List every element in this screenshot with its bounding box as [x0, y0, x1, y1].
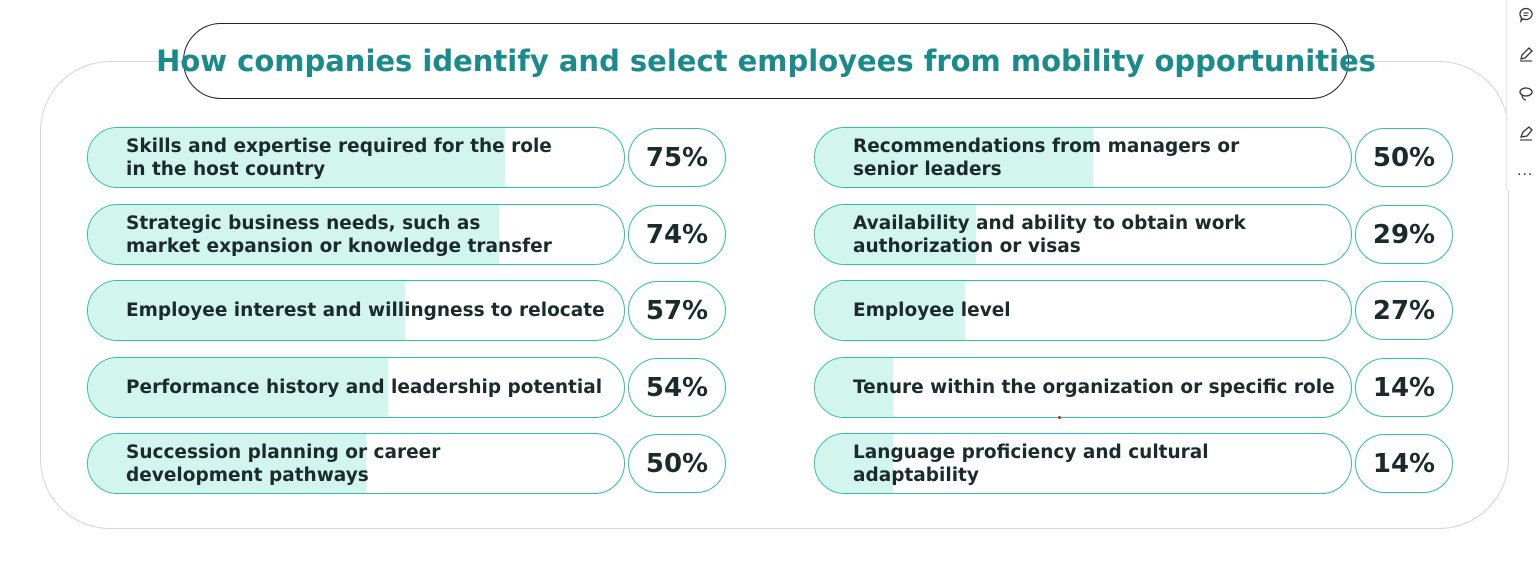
bar-label: Strategic business needs, such as market … [126, 205, 612, 264]
bar-label-line: Language proficiency and cultural adapta… [853, 441, 1209, 486]
bar-track: Skills and expertise required for the ro… [87, 127, 625, 188]
bar-track: Tenure within the organization or specif… [814, 357, 1352, 418]
bar-fill [815, 434, 893, 493]
bar-label-line: Succession planning or career [126, 441, 441, 463]
bar-label: Succession planning or career development… [126, 434, 612, 493]
bar-label-line: market expansion or knowledge transfer [126, 235, 552, 257]
bar-label: Skills and expertise required for the ro… [126, 128, 612, 187]
bar-value-label: 50% [628, 434, 726, 493]
bar-fill [88, 358, 389, 417]
bar-label-line: development pathways [126, 464, 369, 486]
bar-value-label: 14% [1355, 434, 1453, 493]
bar-label-line: Employee interest and willingness to rel… [126, 300, 605, 321]
bar-track: Recommendations from managers or senior l… [814, 127, 1352, 188]
chart-title: How companies identify and select employ… [156, 44, 1376, 78]
pen-icon[interactable] [1517, 45, 1535, 63]
bar-label: Employee level [853, 281, 1339, 340]
bar-fill [815, 358, 893, 417]
bar-label-line: senior leaders [853, 158, 1002, 180]
bar-label: Availability and ability to obtain work a… [853, 205, 1339, 264]
bar-label-line: Employee level [853, 300, 1011, 321]
bar-value-label: 29% [1355, 205, 1453, 264]
bar-fill [88, 205, 500, 264]
bar-track: Succession planning or career development… [87, 433, 625, 494]
comment-icon[interactable] [1517, 6, 1535, 24]
bar-fill [815, 205, 977, 264]
bar-label: Employee interest and willingness to rel… [126, 281, 612, 340]
bar-fill [815, 128, 1093, 187]
bar-track: Performance history and leadership poten… [87, 357, 625, 418]
cursor-dot [1058, 416, 1061, 419]
bar-value-label: 14% [1355, 358, 1453, 417]
bar-track: Employee interest and willingness to rel… [87, 280, 625, 341]
bar-label-line: Performance history and leadership poten… [126, 377, 603, 398]
bar-value-label: 54% [628, 358, 726, 417]
more-tools[interactable]: ... [1517, 163, 1534, 179]
bar-label: Language proficiency and cultural adapta… [853, 434, 1339, 493]
bar-label-line: Strategic business needs, such as [126, 212, 481, 234]
bar-fill [88, 434, 366, 493]
bar-track: Employee level [814, 280, 1352, 341]
bar-track: Strategic business needs, such as market … [87, 204, 625, 265]
highlighter-icon[interactable] [1517, 124, 1535, 142]
bar-track: Language proficiency and cultural adapta… [814, 433, 1352, 494]
bar-label-line: Skills and expertise required for the ro… [126, 135, 552, 157]
bar-fill [88, 128, 505, 187]
lasso-icon[interactable] [1517, 85, 1535, 103]
bar-label-line: Recommendations from managers or [853, 135, 1240, 157]
side-toolbar: ... [1506, 0, 1539, 190]
bar-label-line: in the host country [126, 158, 326, 180]
bar-value-label: 75% [628, 128, 726, 187]
bar-value-label: 27% [1355, 281, 1453, 340]
bar-value-label: 74% [628, 205, 726, 264]
bar-fill [815, 281, 966, 340]
bar-value-label: 50% [1355, 128, 1453, 187]
bar-value-label: 57% [628, 281, 726, 340]
bar-label-line: authorization or visas [853, 235, 1081, 257]
chart-title-pill: How companies identify and select employ… [156, 23, 1376, 99]
bar-fill [88, 281, 405, 340]
bar-label: Recommendations from managers or senior l… [853, 128, 1339, 187]
bar-label: Performance history and leadership poten… [126, 358, 612, 417]
bar-label: Tenure within the organization or specif… [853, 358, 1339, 417]
bar-label-line: Tenure within the organization or specif… [853, 377, 1335, 398]
bar-label-line: Availability and ability to obtain work [853, 212, 1246, 234]
bar-track: Availability and ability to obtain work a… [814, 204, 1352, 265]
